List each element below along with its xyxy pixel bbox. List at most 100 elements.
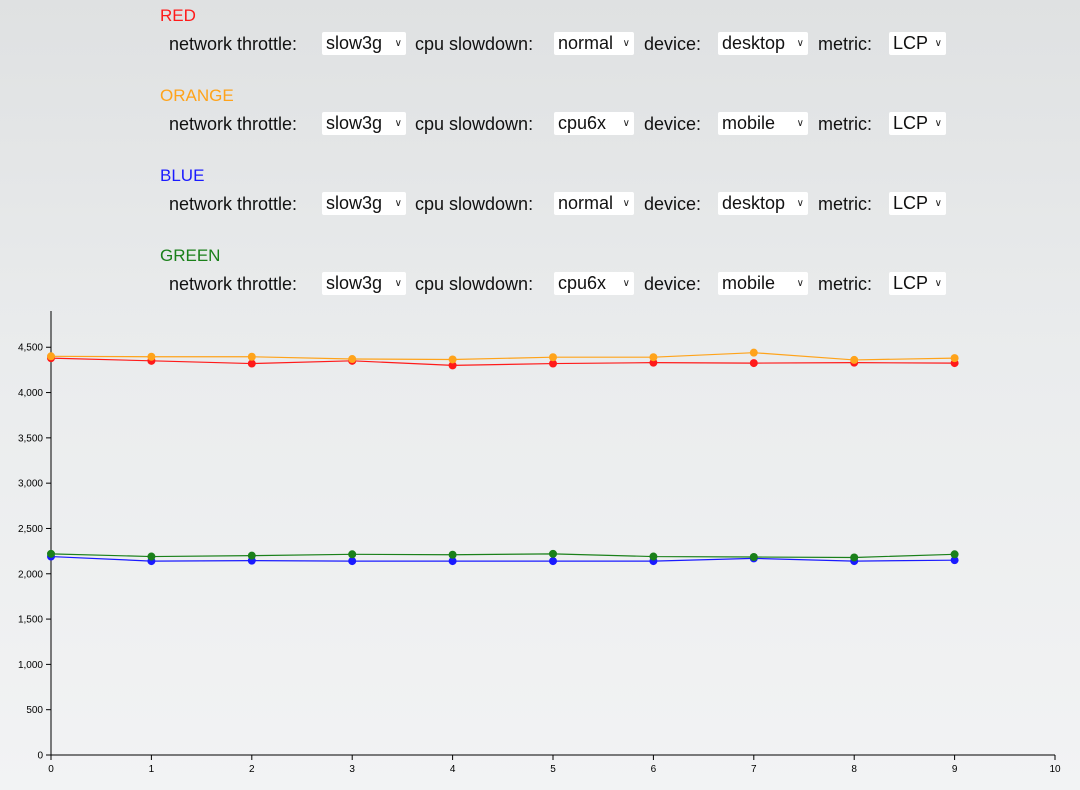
chevron-down-icon: ∨ — [934, 118, 942, 129]
cpu-select[interactable]: cpu6x ∨ — [554, 112, 634, 135]
x-tick-label: 10 — [1049, 764, 1061, 775]
chevron-down-icon: ∨ — [796, 198, 804, 209]
data-point-green — [549, 549, 557, 558]
data-point-green — [47, 549, 55, 558]
data-point-red — [749, 359, 758, 368]
filter-group-blue: BLUE network throttle: slow3g ∨ cpu slowdown… — [160, 166, 946, 216]
metric-select[interactable]: LCP ∨ — [889, 272, 946, 295]
data-point-blue — [950, 556, 959, 565]
chevron-down-icon: ∨ — [394, 38, 402, 49]
data-point-orange — [649, 353, 658, 362]
y-tick-label: 3,500 — [18, 433, 43, 444]
device-select-value: desktop — [722, 33, 786, 53]
device-select-value: mobile — [722, 113, 776, 133]
device-label: device: — [644, 34, 702, 54]
network-select[interactable]: slow3g ∨ — [322, 192, 406, 215]
x-tick-label: 3 — [349, 764, 355, 775]
filter-controls: network throttle: slow3g ∨ cpu slowdown: nor… — [160, 32, 946, 56]
x-tick-label: 7 — [751, 764, 757, 775]
data-point-orange — [47, 352, 55, 361]
y-tick-label: 1,000 — [18, 660, 43, 671]
chevron-down-icon: ∨ — [622, 278, 630, 289]
cpu-select-value: cpu6x — [558, 273, 607, 293]
chevron-down-icon: ∨ — [796, 118, 804, 129]
cpu-select-value: normal — [558, 193, 614, 213]
metric-label: metric: — [818, 34, 872, 54]
metric-label: metric: — [818, 114, 872, 134]
data-point-orange — [549, 353, 557, 362]
network-label: network throttle: — [169, 34, 298, 54]
cpu-select[interactable]: cpu6x ∨ — [554, 272, 634, 295]
filter-controls: network throttle: slow3g ∨ cpu slowdown: cpu… — [160, 272, 946, 296]
x-tick-label: 2 — [249, 764, 255, 775]
x-tick-label: 4 — [450, 764, 456, 775]
network-select-value: slow3g — [326, 33, 383, 53]
data-point-green — [348, 550, 357, 559]
metric-select[interactable]: LCP ∨ — [889, 112, 946, 135]
y-tick-label: 2,500 — [18, 524, 43, 535]
group-label: ORANGE — [160, 86, 234, 105]
line-chart: 0 500 1,000 1,500 2,000 2,500 3,000 3,500 4,000 4… — [18, 311, 1061, 775]
data-point-red — [448, 361, 457, 370]
filter-group-green: GREEN network throttle: slow3g ∨ cpu slowdow… — [160, 246, 946, 296]
metric-select[interactable]: LCP ∨ — [889, 32, 946, 55]
y-tick-label: 500 — [26, 705, 43, 716]
data-point-orange — [147, 352, 156, 361]
data-point-orange — [850, 355, 859, 364]
filter-controls: network throttle: slow3g ∨ cpu slowdown: nor… — [160, 192, 946, 216]
cpu-label: cpu slowdown: — [415, 274, 534, 294]
device-label: device: — [644, 194, 702, 214]
network-select[interactable]: slow3g ∨ — [322, 32, 406, 55]
data-point-green — [448, 550, 457, 559]
chevron-down-icon: ∨ — [796, 38, 804, 49]
series-line-orange — [50, 352, 955, 361]
data-point-orange — [247, 352, 256, 361]
y-tick-label: 4,000 — [18, 388, 43, 399]
cpu-select[interactable]: normal ∨ — [554, 192, 634, 215]
group-label: RED — [160, 6, 196, 25]
network-select[interactable]: slow3g ∨ — [322, 272, 406, 295]
data-point-orange — [950, 354, 959, 363]
network-label: network throttle: — [169, 194, 298, 214]
data-point-green — [950, 550, 959, 559]
metric-select-value: LCP — [893, 33, 929, 53]
data-point-green — [247, 551, 256, 560]
metric-select-value: LCP — [893, 193, 929, 213]
metric-label: metric: — [818, 274, 872, 294]
cpu-select[interactable]: normal ∨ — [554, 32, 634, 55]
data-point-green — [649, 552, 658, 561]
metric-label: metric: — [818, 194, 872, 214]
chevron-down-icon: ∨ — [622, 198, 630, 209]
device-select[interactable]: desktop ∨ — [718, 32, 808, 55]
data-point-orange — [749, 348, 758, 357]
cpu-select-value: cpu6x — [558, 113, 607, 133]
x-tick-label: 9 — [952, 764, 958, 775]
x-tick-label: 8 — [851, 764, 857, 775]
y-tick-label: 1,500 — [18, 615, 43, 626]
data-point-green — [749, 553, 758, 562]
data-point-green — [850, 553, 859, 562]
chevron-down-icon: ∨ — [394, 118, 402, 129]
data-point-blue — [348, 557, 357, 566]
metric-select[interactable]: LCP ∨ — [889, 192, 946, 215]
cpu-label: cpu slowdown: — [415, 194, 534, 214]
chevron-down-icon: ∨ — [622, 118, 630, 129]
y-tick-label: 3,000 — [18, 479, 43, 490]
device-label: device: — [644, 114, 702, 134]
series-line-blue — [50, 555, 955, 562]
device-select-value: desktop — [722, 193, 786, 213]
x-tick-label: 6 — [651, 764, 657, 775]
metric-select-value: LCP — [893, 113, 929, 133]
cpu-label: cpu slowdown: — [415, 114, 534, 134]
network-select-value: slow3g — [326, 273, 383, 293]
group-label: BLUE — [160, 166, 205, 185]
filter-controls: network throttle: slow3g ∨ cpu slowdown: cpu… — [160, 112, 946, 136]
y-tick-label: 0 — [37, 751, 43, 762]
device-select[interactable]: desktop ∨ — [718, 192, 808, 215]
x-tick-label: 0 — [48, 764, 54, 775]
network-select[interactable]: slow3g ∨ — [322, 112, 406, 135]
data-point-red — [247, 359, 256, 368]
y-tick-label: 4,500 — [18, 343, 43, 354]
device-select[interactable]: mobile ∨ — [718, 272, 808, 295]
device-select[interactable]: mobile ∨ — [718, 112, 808, 135]
